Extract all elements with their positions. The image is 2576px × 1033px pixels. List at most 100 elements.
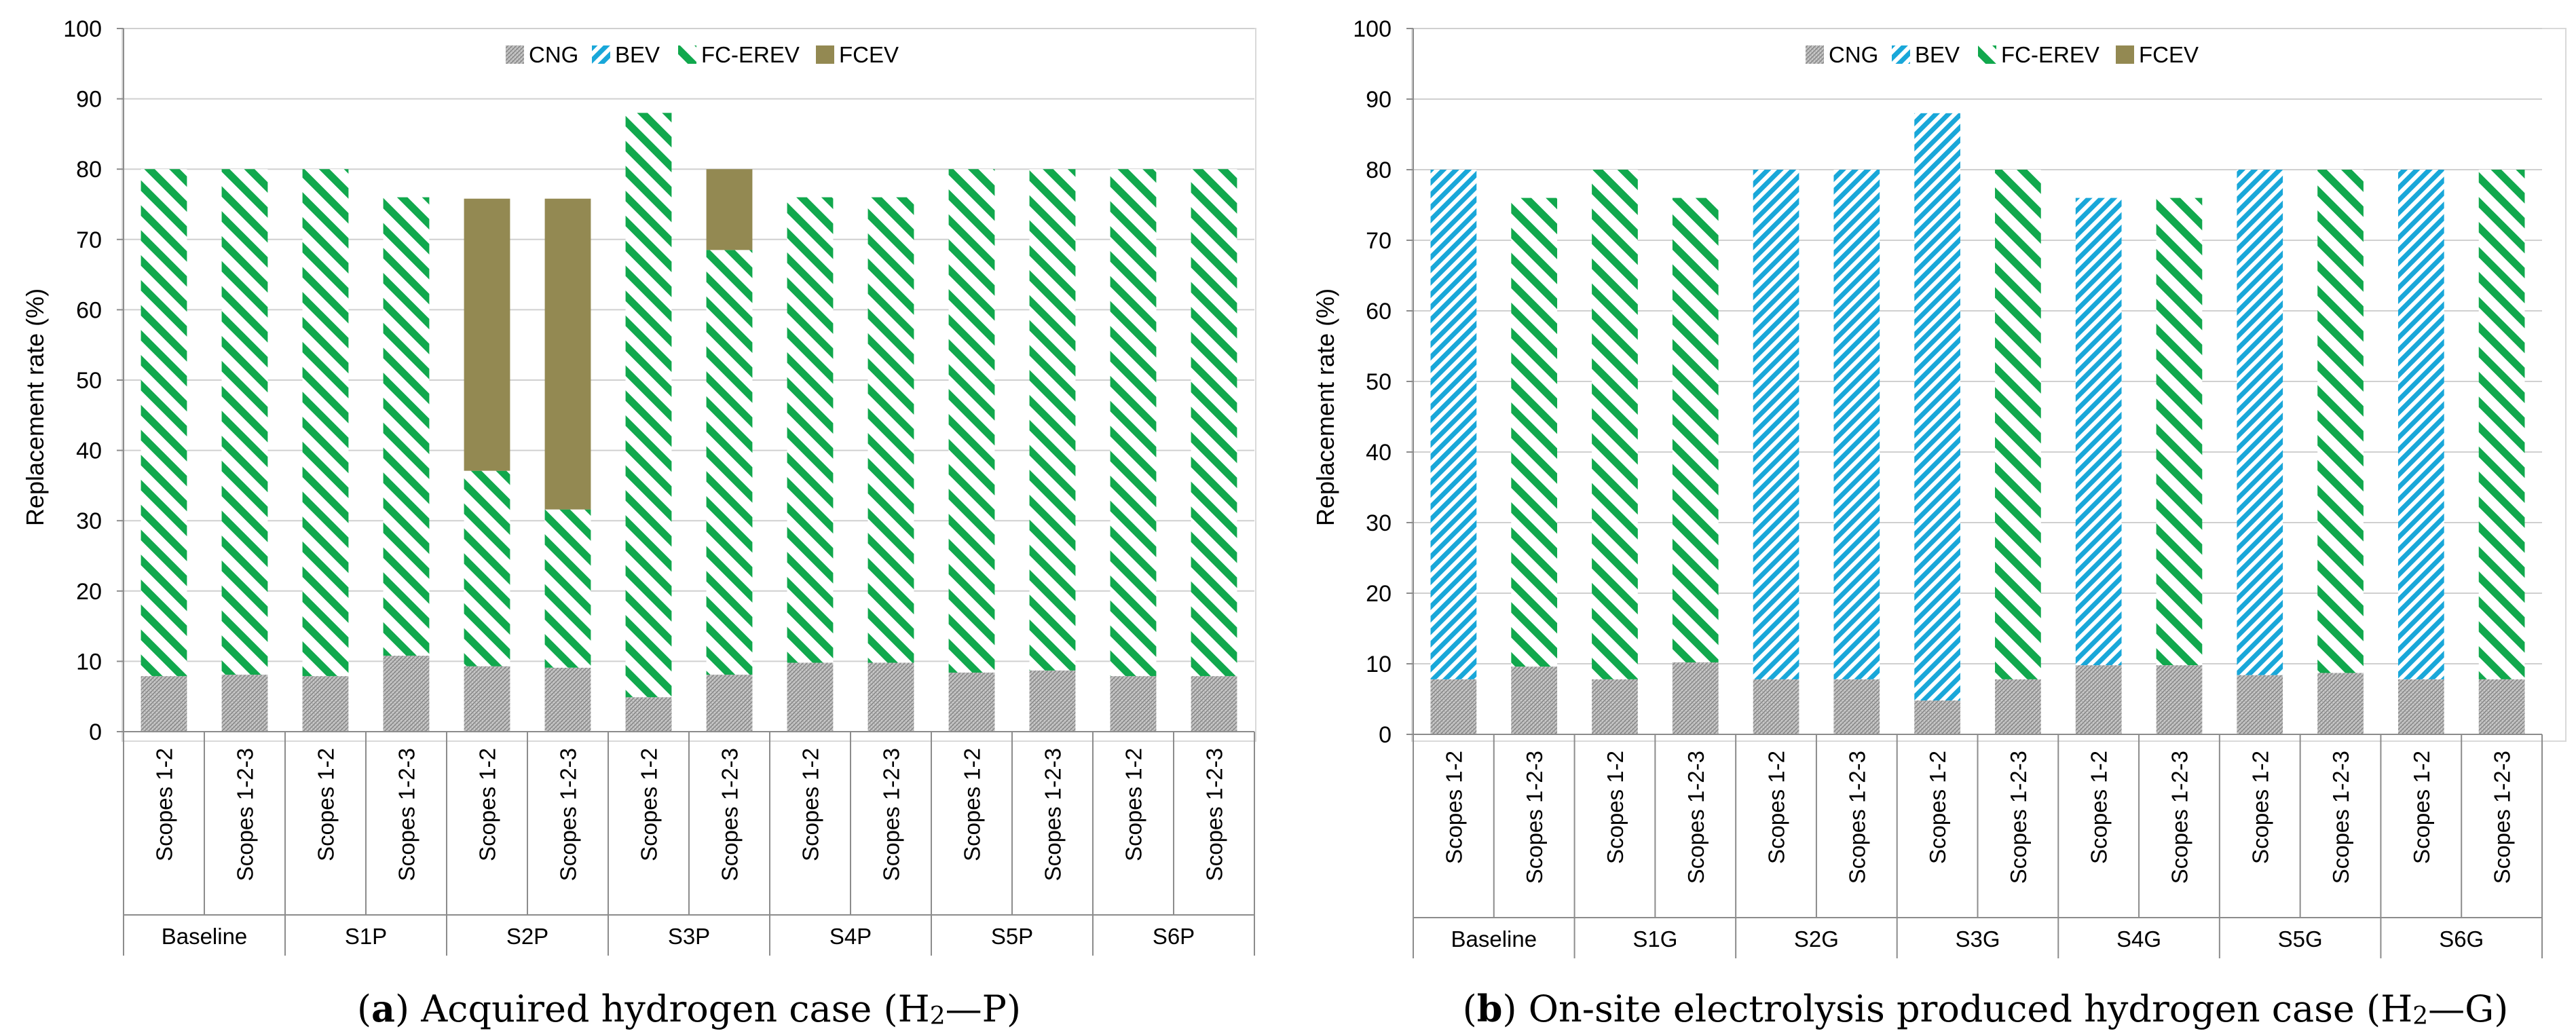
chart-a-bar-fc-erev-13 <box>1191 169 1237 677</box>
chart-a-bar-cng-4 <box>464 666 510 732</box>
chart-b-category-label: Scopes 1-2 <box>2409 751 2434 864</box>
chart-a-legend-label-fcev: FCEV <box>839 42 899 67</box>
chart-a-bar-fc-erev-6 <box>625 113 672 698</box>
chart-b-caption-sub: 2 <box>2412 1002 2428 1030</box>
chart-b-category-label: Scopes 1-2 <box>2087 751 2112 864</box>
chart-b-bar-fc-erev-11 <box>2317 170 2364 673</box>
chart-b-bar-cng-0 <box>1430 679 1477 734</box>
chart-b-category-label: Scopes 1-2-3 <box>2167 751 2192 884</box>
chart-a-bar-fc-erev-11 <box>1029 169 1076 671</box>
chart-a-legend-label-cng: CNG <box>529 42 578 67</box>
chart-b-caption-text: On-site electrolysis produced hydrogen c… <box>1517 988 2413 1030</box>
chart-b-group-label: S2G <box>1794 926 1839 952</box>
chart-a-bar-fc-erev-9 <box>867 197 914 663</box>
chart-a-ytick-label: 0 <box>89 719 102 745</box>
chart-a-category-label: Scopes 1-2-3 <box>233 748 258 881</box>
chart-a-bar-cng-3 <box>383 656 430 732</box>
chart-b-category-label: Scopes 1-2 <box>2247 751 2273 864</box>
chart-b-category-label: Scopes 1-2-3 <box>1683 751 1709 884</box>
chart-a-ytick-label: 80 <box>76 157 102 183</box>
chart-a-bar-cng-9 <box>867 662 914 732</box>
chart-b-category-label: Scopes 1-2 <box>1764 751 1789 864</box>
chart-a-group-label: Baseline <box>162 924 248 949</box>
chart-b-ytick-label: 60 <box>1366 299 1392 324</box>
chart-a-group-label: S1P <box>345 924 387 949</box>
chart-b-legend-label-fcev: FCEV <box>2139 42 2199 67</box>
chart-a-group-label: S4P <box>829 924 872 949</box>
chart-b-legend-swatch-bev <box>1892 45 1910 64</box>
chart-a-ytick-label: 20 <box>76 579 102 605</box>
chart-a-legend-swatch-bev <box>592 45 610 64</box>
chart-a-bar-fc-erev-0 <box>141 169 187 677</box>
chart-a-bar-cng-2 <box>302 676 349 732</box>
chart-a-bar-fcev-4 <box>464 198 510 471</box>
chart-b-group-label: S3G <box>1955 926 2000 952</box>
chart-b-caption-letter: b <box>1477 987 1503 1030</box>
chart-b-bar-bev-0 <box>1430 170 1477 679</box>
chart-a-ylabel: Replacement rate (%) <box>21 288 49 526</box>
chart-a-bar-cng-6 <box>625 697 672 732</box>
chart-a-bar-fc-erev-1 <box>221 169 268 675</box>
chart-b-ytick-label: 80 <box>1366 157 1392 183</box>
chart-a-ytick-label: 50 <box>76 368 102 394</box>
chart-b-category-label: Scopes 1-2 <box>1603 751 1628 864</box>
chart-b-bar-bev-8 <box>2075 198 2122 666</box>
chart-b-bar-cng-1 <box>1511 666 1558 734</box>
chart-a-frame <box>122 28 1256 742</box>
chart-a-category-label: Scopes 1-2-3 <box>879 748 904 881</box>
chart-a-bar-fc-erev-8 <box>787 197 834 663</box>
chart-b-bar-cng-3 <box>1672 662 1719 734</box>
chart-b-category-label: Scopes 1-2-3 <box>1522 751 1547 884</box>
chart-a-bar-cng-12 <box>1110 676 1157 732</box>
chart-a-ytick-label: 30 <box>76 508 102 534</box>
chart-b-bar-bev-5 <box>1833 170 1880 679</box>
chart-b-group-label: S5G <box>2278 926 2323 952</box>
chart-b-legend-label-bev: BEV <box>1915 42 1960 67</box>
chart-a-bar-fcev-5 <box>544 198 591 510</box>
chart-b-frame <box>1411 28 2566 742</box>
chart-a-ytick-label: 100 <box>63 16 102 42</box>
chart-a-group-label: S6P <box>1153 924 1195 949</box>
chart-a-ytick-label: 40 <box>76 438 102 464</box>
chart-a-group-label: S2P <box>506 924 548 949</box>
chart-b-ytick-label: 20 <box>1366 581 1392 607</box>
chart-a-category-label: Scopes 1-2-3 <box>1202 748 1227 881</box>
chart-a-category-label: Scopes 1-2-3 <box>1041 748 1066 881</box>
chart-a-category-label: Scopes 1-2 <box>637 748 662 861</box>
chart-a-category-label: Scopes 1-2 <box>798 748 823 861</box>
chart-b-group-label: S4G <box>2116 926 2161 952</box>
chart-b: 0 10 20 30 40 50 60 70 80 90 100 Scopes 1-2 Scopes … <box>1311 16 2566 1030</box>
chart-b-bar-cng-8 <box>2075 665 2122 734</box>
chart-a-ytick-label: 70 <box>76 227 102 253</box>
chart-b-bar-cng-6 <box>1914 700 1960 734</box>
chart-b-category-label: Scopes 1-2-3 <box>2006 751 2031 884</box>
chart-b-bar-cng-4 <box>1753 679 1799 734</box>
chart-b-bar-cng-9 <box>2156 665 2203 734</box>
chart-a-legend-label-bev: BEV <box>615 42 660 67</box>
chart-a-bar-cng-11 <box>1029 670 1076 732</box>
chart-b-legend-swatch-cng <box>1806 45 1824 64</box>
chart-b-ytick-label: 0 <box>1379 722 1392 748</box>
chart-b-bar-cng-10 <box>2237 675 2283 734</box>
chart-a-bar-fc-erev-10 <box>948 169 995 673</box>
chart-b-bar-fc-erev-7 <box>1995 170 2041 679</box>
chart-a-legend-swatch-fcev <box>816 45 834 64</box>
chart-a-caption-tail: —P) <box>946 988 1021 1030</box>
chart-a-group-label: S3P <box>668 924 710 949</box>
chart-a-ytick-label: 10 <box>76 649 102 675</box>
chart-b-legend-swatch-fc-erev <box>1978 45 1996 64</box>
chart-b-category-label: Scopes 1-2-3 <box>2490 751 2515 884</box>
chart-b-ytick-label: 40 <box>1366 440 1392 466</box>
chart-a-category-label: Scopes 1-2-3 <box>394 748 419 881</box>
chart-a-category-label: Scopes 1-2 <box>152 748 177 861</box>
chart-b-bar-cng-2 <box>1592 679 1638 734</box>
chart-b-ytick-label: 90 <box>1366 87 1392 113</box>
chart-b-bar-fc-erev-3 <box>1672 198 1719 662</box>
chart-a-ytick-label: 90 <box>76 87 102 113</box>
chart-a-bar-cng-8 <box>787 662 834 732</box>
chart-b-bar-bev-12 <box>2397 170 2444 679</box>
chart-a-bar-fc-erev-12 <box>1110 169 1157 677</box>
chart-a-legend-swatch-cng <box>506 45 524 64</box>
chart-b-group-label: S6G <box>2439 926 2484 952</box>
